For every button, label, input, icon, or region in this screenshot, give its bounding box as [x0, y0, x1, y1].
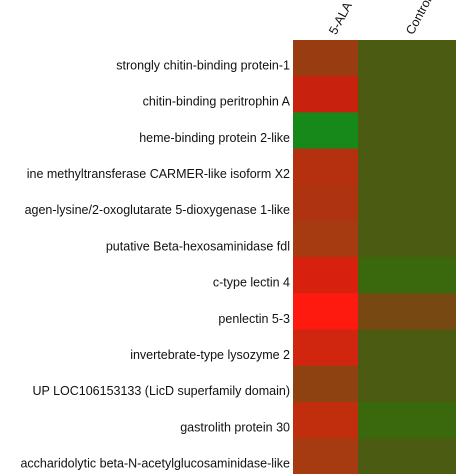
cell	[293, 365, 358, 403]
row-label: strongly chitin-binding protein-1	[116, 58, 290, 72]
row-label: ine methyltransferase CARMER-like isofor…	[27, 167, 290, 181]
column-label: 5-ALA	[326, 0, 355, 37]
row-label: UP LOC106153133 (LicD superfamily domain…	[32, 384, 290, 398]
row-label: gastrolith protein 30	[180, 420, 290, 434]
cell	[293, 438, 358, 474]
cell	[293, 221, 358, 258]
cell	[358, 221, 456, 258]
cell	[358, 438, 456, 474]
cell	[358, 76, 456, 113]
row-label: penlectin 5-3	[218, 312, 290, 326]
cell	[358, 40, 456, 77]
cell	[358, 112, 456, 150]
cell	[293, 402, 358, 439]
row-label: heme-binding protein 2-like	[139, 131, 290, 145]
row-label: agen-lysine/2-oxoglutarate 5-dioxygenase…	[25, 203, 290, 217]
cell	[358, 365, 456, 403]
cell	[358, 184, 456, 222]
row-label: putative Beta-hexosaminidase fdl	[106, 239, 290, 253]
row-label: chitin-binding peritrophin A	[143, 95, 291, 109]
cell	[293, 257, 358, 294]
row-label: invertebrate-type lysozyme 2	[130, 348, 290, 362]
cell	[293, 76, 358, 113]
cell	[293, 40, 358, 77]
column-label: Control	[403, 0, 434, 37]
cell	[293, 148, 358, 186]
cell	[358, 257, 456, 294]
cell	[293, 293, 358, 331]
cell	[293, 329, 358, 367]
cell	[293, 112, 358, 150]
row-label: accharidolytic beta-N-acetylglucosaminid…	[20, 457, 290, 471]
cell	[358, 329, 456, 367]
cell	[293, 184, 358, 222]
cell	[358, 148, 456, 186]
row-label: c-type lectin 4	[213, 276, 290, 290]
cell	[358, 293, 456, 331]
cell	[358, 402, 456, 439]
